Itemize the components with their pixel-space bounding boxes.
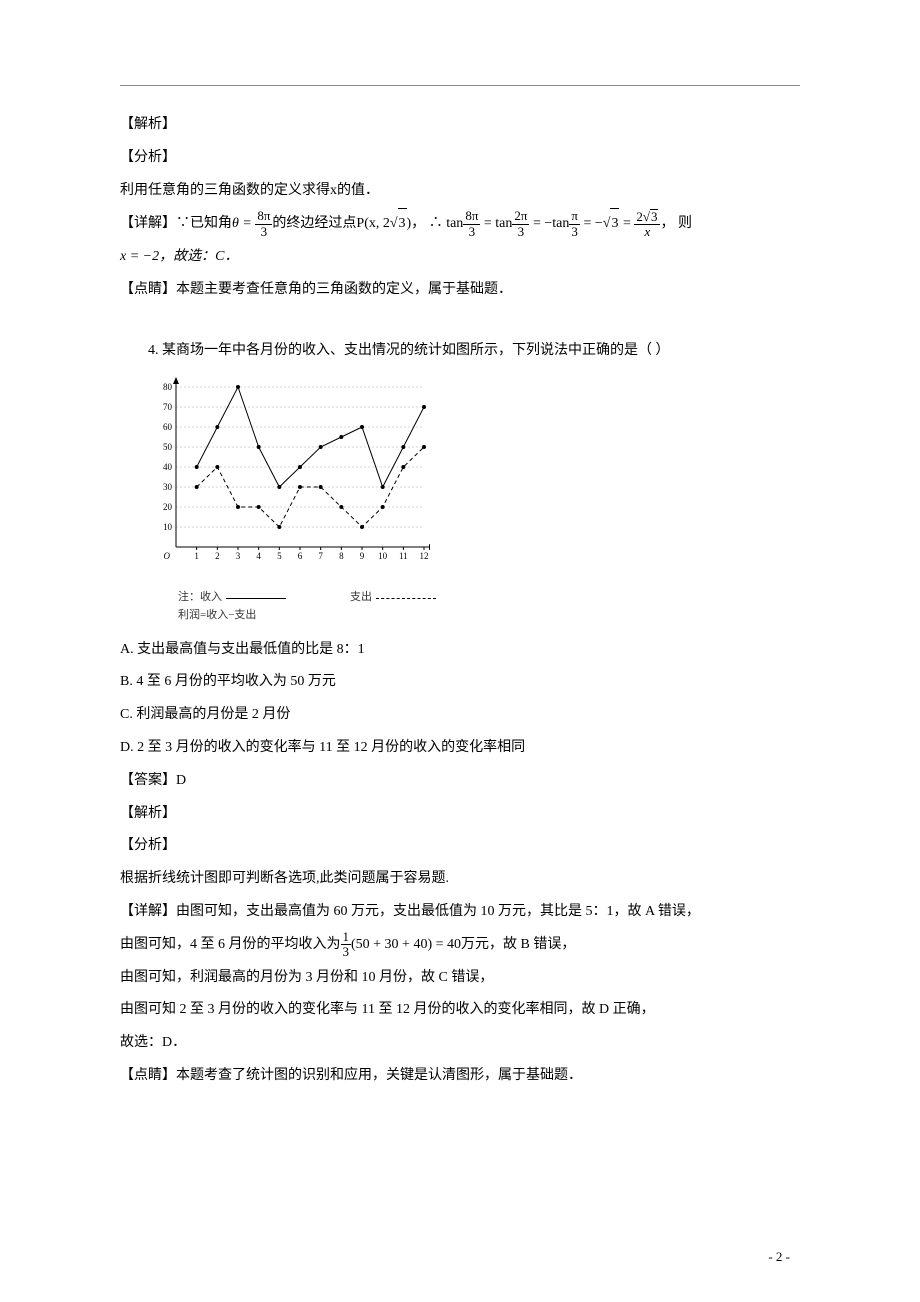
p2-detD: 由图可知 2 至 3 月份的收入的变化率与 11 至 12 月份的收入的变化率相… bbox=[120, 995, 800, 1026]
svg-text:70: 70 bbox=[163, 402, 173, 412]
option-d: D. 2 至 3 月份的收入的变化率与 11 至 12 月份的收入的变化率相同 bbox=[120, 733, 800, 764]
frac-1-3: 13 bbox=[341, 930, 352, 960]
option-b: B. 4 至 6 月份的平均收入为 50 万元 bbox=[120, 667, 800, 698]
p2-detB: 由图可知，4 至 6 月份的平均收入为13(50 + 30 + 40) = 40… bbox=[120, 930, 800, 961]
frac-num: 8π bbox=[463, 209, 480, 224]
frac-num: 8π bbox=[255, 209, 272, 224]
svg-text:9: 9 bbox=[360, 551, 365, 561]
section-fenxi: 【分析】 bbox=[120, 143, 800, 174]
frac-pi-3: π3 bbox=[569, 209, 580, 239]
sqrt3-b: √3 bbox=[603, 216, 620, 231]
svg-text:80: 80 bbox=[163, 382, 173, 392]
svg-text:2: 2 bbox=[215, 551, 220, 561]
num-pre: 2 bbox=[636, 209, 643, 224]
sqrt-val: 3 bbox=[610, 208, 619, 240]
section-jiexi-2: 【解析】 bbox=[120, 799, 800, 830]
p2-detB-pre: 由图可知，4 至 6 月份的平均收入为 bbox=[120, 937, 341, 952]
svg-text:20: 20 bbox=[163, 502, 173, 512]
frac-8pi-3-b: 8π3 bbox=[463, 209, 480, 239]
svg-text:7: 7 bbox=[318, 551, 323, 561]
frac-den: 3 bbox=[569, 225, 580, 239]
p1-line1: 利用任意角的三角函数的定义求得x的值． bbox=[120, 176, 800, 207]
p2-line1: 根据折线统计图即可判断各选项,此类问题属于容易题. bbox=[120, 864, 800, 895]
svg-text:40: 40 bbox=[163, 462, 173, 472]
svg-text:10: 10 bbox=[378, 551, 388, 561]
frac-den: 3 bbox=[255, 225, 272, 239]
p1-line3: x = −2，故选：C． bbox=[120, 242, 800, 273]
p1-mid1: 的终边经过点P(x, 2 bbox=[272, 216, 389, 231]
legend-income-label: 注：收入 bbox=[178, 589, 222, 607]
svg-text:5: 5 bbox=[277, 551, 282, 561]
section-fenxi-2: 【分析】 bbox=[120, 831, 800, 862]
frac-2sqrt3-x: 2√3x bbox=[634, 209, 660, 240]
option-c: C. 利润最高的月份是 2 月份 bbox=[120, 700, 800, 731]
p1-dianjing: 【点睛】本题主要考查任意角的三角函数的定义，属于基础题． bbox=[120, 275, 800, 306]
svg-text:11: 11 bbox=[399, 551, 408, 561]
eq4: = bbox=[623, 216, 634, 231]
sqrt-val: 3 bbox=[398, 208, 407, 240]
q4-stem: 4. 某商场一年中各月份的收入、支出情况的统计如图所示，下列说法中正确的是（ ） bbox=[120, 336, 800, 367]
svg-text:3: 3 bbox=[236, 551, 241, 561]
eq3: = − bbox=[583, 216, 602, 231]
eq2: = −tan bbox=[533, 216, 569, 231]
option-a: A. 支出最高值与支出最低值的比是 8：1 bbox=[120, 635, 800, 666]
legend-dash-line-icon bbox=[376, 598, 436, 599]
svg-text:6: 6 bbox=[298, 551, 303, 561]
p1-tail: ， 则 bbox=[660, 216, 692, 231]
frac-8pi-3-a: 8π3 bbox=[255, 209, 272, 239]
page-number: - 2 - bbox=[768, 1243, 790, 1272]
svg-text:4: 4 bbox=[256, 551, 261, 561]
eq1: = tan bbox=[484, 216, 513, 231]
frac-den: 3 bbox=[512, 225, 529, 239]
svg-text:10: 10 bbox=[163, 522, 173, 532]
frac-2pi-3: 2π3 bbox=[512, 209, 529, 239]
p1-detail-pre: 【详解】∵已知角 bbox=[120, 216, 232, 231]
svg-text:12: 12 bbox=[420, 551, 429, 561]
answer: 【答案】D bbox=[120, 766, 800, 797]
sqrt-val: 3 bbox=[650, 209, 659, 224]
frac-num: 2π bbox=[512, 209, 529, 224]
svg-text:30: 30 bbox=[163, 482, 173, 492]
frac-den: 3 bbox=[463, 225, 480, 239]
svg-text:8: 8 bbox=[339, 551, 344, 561]
svg-text:O: O bbox=[164, 551, 171, 561]
legend-expense-label: 支出 bbox=[350, 589, 372, 607]
p2-dianjing: 【点睛】本题考查了统计图的识别和应用，关键是认清图形，属于基础题． bbox=[120, 1061, 800, 1092]
legend-note3: 利润=收入−支出 bbox=[178, 607, 450, 625]
p1-mid2: )， ∴ tan bbox=[407, 216, 464, 231]
frac-num: 1 bbox=[341, 930, 352, 945]
page-top-rule bbox=[120, 85, 800, 86]
svg-text:50: 50 bbox=[163, 442, 173, 452]
frac-den: 3 bbox=[341, 945, 352, 959]
p2-detE: 故选：D． bbox=[120, 1028, 800, 1059]
content: 【解析】 【分析】 利用任意角的三角函数的定义求得x的值． 【详解】∵已知角θ … bbox=[120, 110, 800, 1092]
frac-den: x bbox=[634, 225, 660, 239]
frac-num: π bbox=[569, 209, 580, 224]
p2-detA: 【详解】由图可知，支出最高值为 60 万元，支出最低值为 10 万元，其比是 5… bbox=[120, 897, 800, 928]
legend-solid-line-icon bbox=[226, 598, 286, 599]
theta-sym: θ = bbox=[232, 216, 252, 231]
frac-num: 2√3 bbox=[634, 209, 660, 225]
chart-container: 1020304050607080123456789101112月O 注：收入 支… bbox=[140, 377, 450, 625]
p1-detail: 【详解】∵已知角θ = 8π3的终边经过点P(x, 2√3)， ∴ tan8π3… bbox=[120, 208, 800, 240]
chart-svg: 1020304050607080123456789101112月O bbox=[140, 377, 430, 577]
sqrt3-a: √3 bbox=[390, 216, 407, 231]
p2-detC: 由图可知，利润最高的月份为 3 月份和 10 月份，故 C 错误， bbox=[120, 963, 800, 994]
section-jiexi: 【解析】 bbox=[120, 110, 800, 141]
chart-legend: 注：收入 支出 利润=收入−支出 bbox=[178, 589, 450, 624]
x-eq: x = −2，故选：C． bbox=[120, 249, 238, 264]
p2-detB-post: (50 + 30 + 40) = 40万元，故 B 错误， bbox=[351, 937, 575, 952]
svg-text:1: 1 bbox=[194, 551, 199, 561]
svg-text:60: 60 bbox=[163, 422, 173, 432]
